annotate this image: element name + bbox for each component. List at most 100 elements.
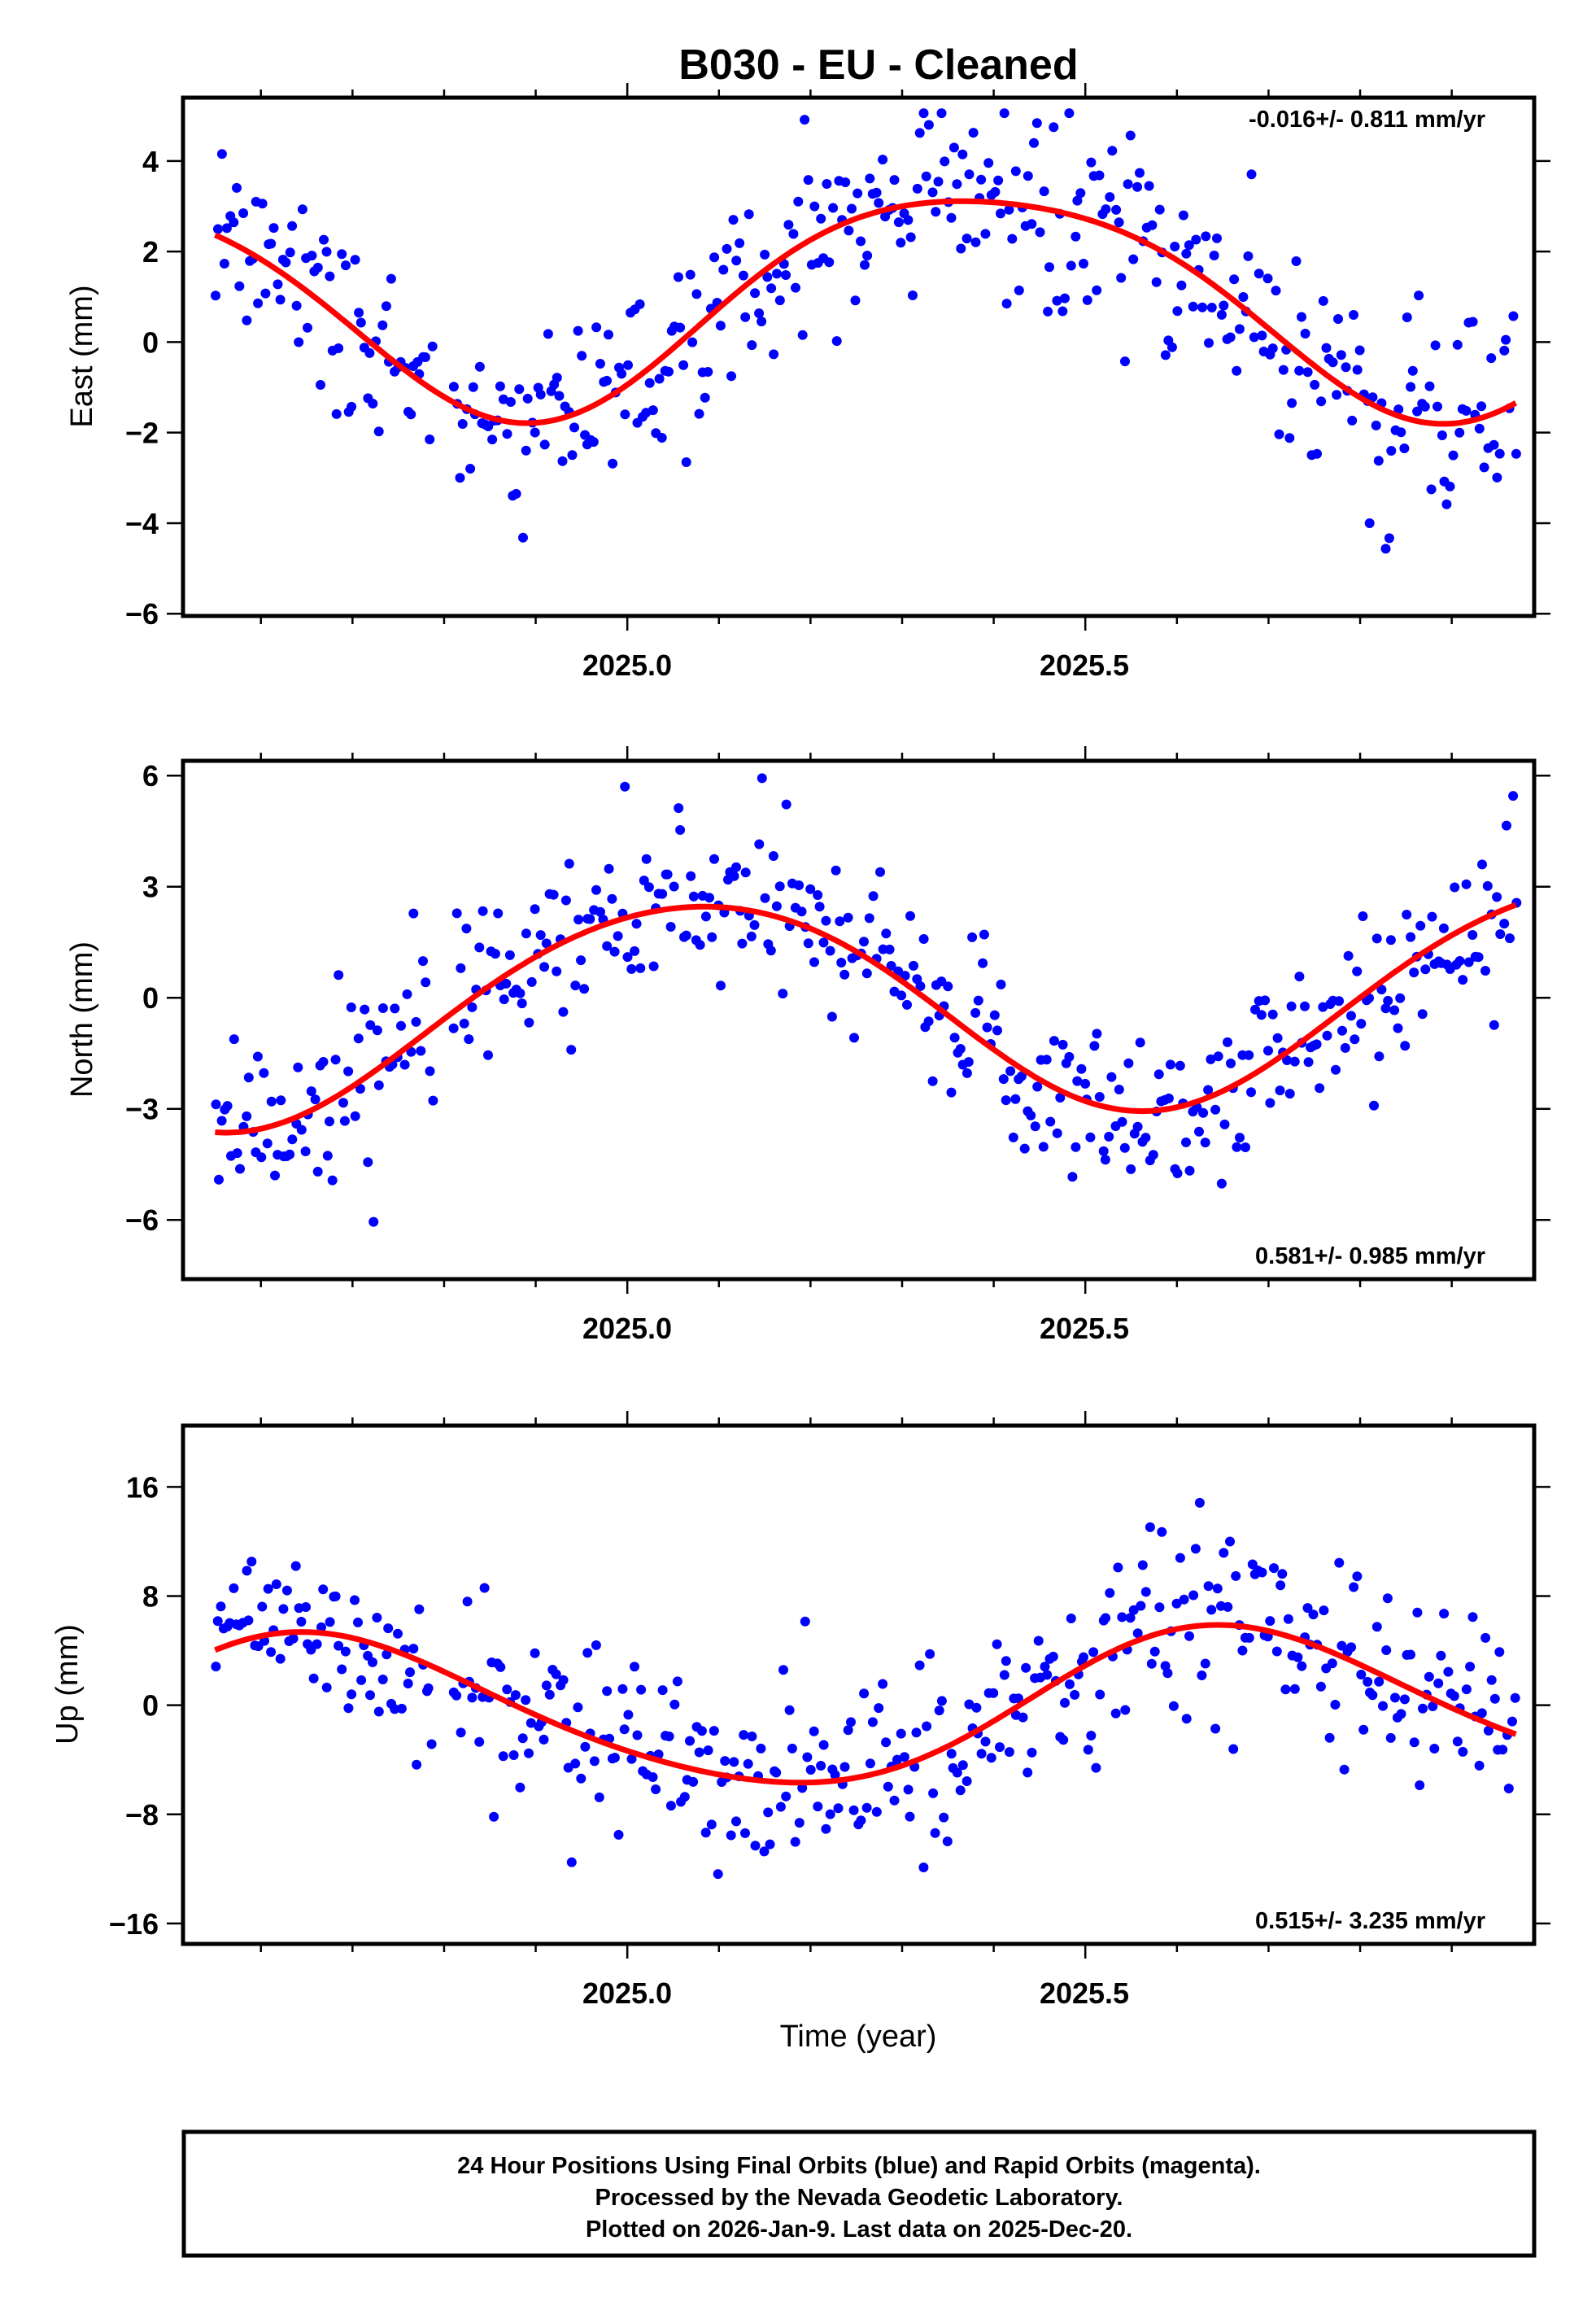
north-y-tick-label: −6 xyxy=(125,1203,159,1237)
east-data-point xyxy=(731,255,742,266)
up-data-point xyxy=(988,1688,999,1698)
east-data-point xyxy=(1274,429,1284,439)
up-data-point xyxy=(423,1683,434,1693)
up-data-point xyxy=(365,1690,375,1701)
up-data-point xyxy=(1489,1693,1500,1704)
up-data-point xyxy=(665,1801,676,1811)
up-data-point xyxy=(1429,1744,1440,1754)
east-data-point xyxy=(738,270,748,281)
east-data-point xyxy=(990,186,1001,197)
east-data-point xyxy=(1123,179,1133,190)
east-data-point xyxy=(297,204,307,215)
up-data-point xyxy=(1465,1662,1476,1672)
north-data-point xyxy=(740,867,751,878)
east-data-point xyxy=(211,290,220,301)
up-data-point xyxy=(1225,1536,1235,1547)
up-data-point xyxy=(330,1591,341,1601)
panel-east: −6 −4 −2 0 2 4 East (mm) -0.016+/- 0.811 mm/y… xyxy=(65,83,1550,682)
north-data-point xyxy=(1181,1137,1191,1147)
east-data-point xyxy=(694,408,704,419)
up-data-point xyxy=(263,1583,273,1594)
north-data-point xyxy=(1502,820,1511,831)
north-data-point xyxy=(1358,911,1368,921)
up-data-point xyxy=(266,1647,277,1657)
up-data-point xyxy=(1436,1650,1446,1661)
north-data-point xyxy=(402,989,412,999)
east-data-point xyxy=(760,249,770,260)
north-data-point xyxy=(576,955,587,966)
east-data-point xyxy=(1147,220,1158,230)
east-data-point xyxy=(595,359,605,369)
east-data-point xyxy=(970,237,981,247)
up-data-point xyxy=(521,1695,531,1705)
north-data-point xyxy=(287,1134,298,1145)
east-data-point xyxy=(604,330,613,340)
east-data-point xyxy=(316,380,325,390)
north-data-point xyxy=(1265,1098,1275,1108)
up-data-point xyxy=(825,1809,835,1819)
east-data-point xyxy=(914,128,925,138)
north-data-point xyxy=(1076,1063,1087,1074)
east-data-point xyxy=(1501,334,1511,345)
north-data-point xyxy=(1272,1033,1283,1043)
north-data-point xyxy=(757,773,767,784)
up-data-point xyxy=(383,1623,394,1634)
north-data-point xyxy=(421,977,431,988)
east-data-point xyxy=(232,182,242,193)
north-data-point xyxy=(1458,975,1468,985)
east-data-point xyxy=(772,269,782,279)
east-data-point xyxy=(229,217,239,228)
up-data-point xyxy=(856,1815,866,1826)
north-data-point xyxy=(1473,952,1484,963)
north-data-point xyxy=(1126,1164,1136,1174)
north-data-point xyxy=(1246,1087,1256,1098)
east-data-point xyxy=(386,273,396,284)
east-data-point xyxy=(1176,280,1187,290)
east-data-point xyxy=(856,236,866,247)
north-data-point xyxy=(1067,1172,1078,1182)
east-x-tick-label-2025-0: 2025.0 xyxy=(582,649,672,682)
up-data-point xyxy=(809,1726,819,1736)
east-data-point xyxy=(968,128,979,138)
footer-box: 24 Hour Positions Using Final Orbits (bl… xyxy=(181,2129,1537,2258)
up-data-point xyxy=(1162,1668,1173,1679)
east-data-point xyxy=(757,317,767,327)
up-data-point xyxy=(750,1841,761,1851)
up-data-point xyxy=(1113,1562,1123,1573)
north-data-point xyxy=(548,889,559,900)
up-data-point xyxy=(343,1703,354,1714)
east-data-point xyxy=(268,223,279,234)
north-data-point xyxy=(1184,1165,1195,1176)
east-data-point xyxy=(1336,350,1346,360)
up-data-point xyxy=(816,1761,826,1771)
east-data-point xyxy=(1114,217,1124,228)
north-data-point xyxy=(1106,1072,1117,1082)
north-data-point xyxy=(530,904,540,915)
north-data-point xyxy=(1489,1020,1499,1030)
east-data-point xyxy=(1225,332,1236,343)
north-data-point xyxy=(923,1016,934,1027)
up-data-point xyxy=(726,1830,736,1841)
east-data-point xyxy=(1178,210,1188,221)
north-data-point xyxy=(1080,1078,1091,1089)
east-data-point xyxy=(325,271,335,282)
north-data-point xyxy=(390,1003,400,1014)
east-data-point xyxy=(1467,317,1478,327)
up-data-point xyxy=(763,1807,774,1818)
north-data-point xyxy=(1226,1058,1236,1068)
east-data-point xyxy=(1454,427,1465,438)
east-data-point xyxy=(788,229,799,239)
north-data-point xyxy=(483,1050,493,1060)
up-data-point xyxy=(211,1662,221,1672)
north-data-point xyxy=(1303,1057,1314,1068)
east-rate-label: -0.016+/- 0.811 mm/yr xyxy=(1249,107,1485,133)
north-data-point xyxy=(648,961,659,972)
up-data-point xyxy=(1018,1712,1028,1723)
north-rate-label: 0.581+/- 0.985 mm/yr xyxy=(1255,1243,1485,1269)
up-data-point xyxy=(747,1732,757,1741)
north-data-point xyxy=(1008,1132,1018,1142)
east-data-point xyxy=(1494,448,1505,459)
east-data-point xyxy=(321,247,332,257)
east-data-point xyxy=(1474,423,1485,434)
up-data-point xyxy=(694,1747,704,1758)
